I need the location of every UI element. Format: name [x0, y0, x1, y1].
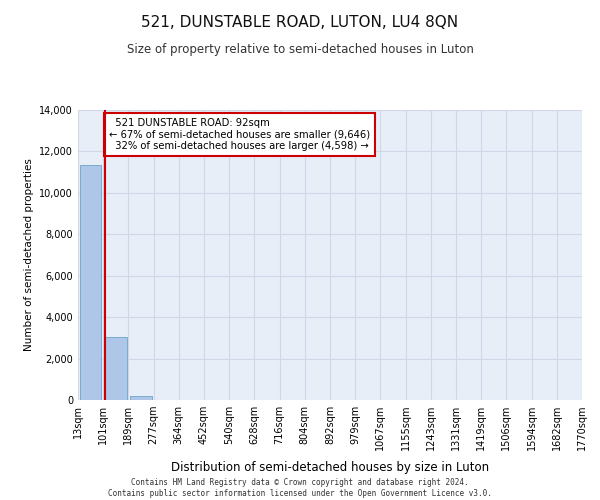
- Bar: [80, 165, 101, 400]
- Text: 521 DUNSTABLE ROAD: 92sqm
← 67% of semi-detached houses are smaller (9,646)
  32: 521 DUNSTABLE ROAD: 92sqm ← 67% of semi-…: [109, 118, 370, 152]
- X-axis label: Distribution of semi-detached houses by size in Luton: Distribution of semi-detached houses by …: [171, 462, 489, 474]
- Text: 521, DUNSTABLE ROAD, LUTON, LU4 8QN: 521, DUNSTABLE ROAD, LUTON, LU4 8QN: [142, 15, 458, 30]
- Y-axis label: Number of semi-detached properties: Number of semi-detached properties: [24, 158, 34, 352]
- Text: Size of property relative to semi-detached houses in Luton: Size of property relative to semi-detach…: [127, 42, 473, 56]
- Text: Contains HM Land Registry data © Crown copyright and database right 2024.
Contai: Contains HM Land Registry data © Crown c…: [108, 478, 492, 498]
- Bar: [105, 337, 127, 400]
- Bar: [130, 396, 152, 400]
